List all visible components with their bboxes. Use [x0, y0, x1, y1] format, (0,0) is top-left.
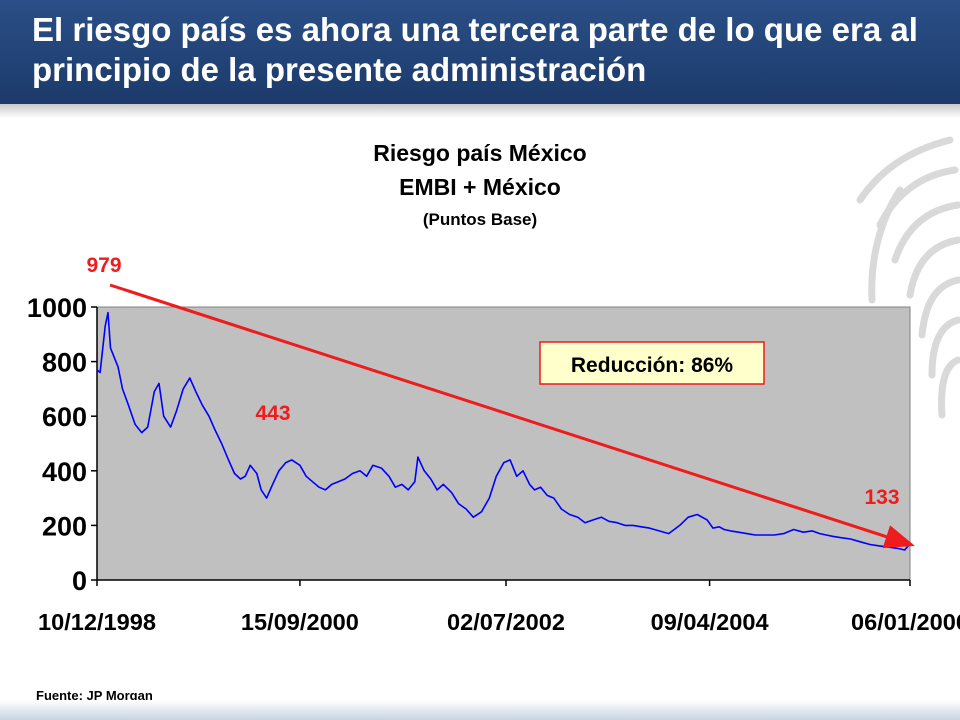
bottom-band: [0, 700, 960, 720]
chart-title: Riesgo país México: [373, 140, 587, 166]
annotation-label-443: 443: [255, 402, 290, 425]
x-tick-label: 09/04/2004: [651, 609, 769, 635]
y-tick-label: 600: [42, 402, 87, 432]
reduction-badge: [539, 341, 765, 385]
trend-arrow: [109, 283, 915, 549]
x-tick-label: 10/12/1998: [38, 609, 156, 635]
y-tick-label: 800: [42, 348, 87, 378]
y-tick-label: 0: [72, 566, 87, 596]
annotation-label-133: 133: [864, 486, 899, 509]
y-tick-label: 200: [42, 511, 87, 541]
title-shadow: [0, 104, 960, 118]
source-note: Fuente: JP Morgan: [36, 688, 153, 703]
annotation-label-979: 979: [86, 254, 121, 277]
reduction-badge-text: Reducción: 86%: [571, 354, 734, 377]
chart-unit-label: (Puntos Base): [422, 210, 538, 229]
eagle-watermark-icon: [856, 136, 960, 419]
y-tick-label: 400: [42, 457, 87, 487]
x-tick-label: 02/07/2002: [447, 609, 565, 635]
slide-title: El riesgo país es ahora una tercera part…: [32, 11, 918, 88]
chart-subtitle: EMBI + México: [399, 174, 561, 200]
series-line: [96, 311, 911, 551]
x-tick-label: 06/01/2006: [851, 609, 960, 635]
plot-area: [96, 306, 911, 581]
y-tick-label: 1000: [27, 293, 87, 323]
title-bar: El riesgo país es ahora una tercera part…: [0, 0, 960, 104]
x-tick-label: 15/09/2000: [241, 609, 359, 635]
